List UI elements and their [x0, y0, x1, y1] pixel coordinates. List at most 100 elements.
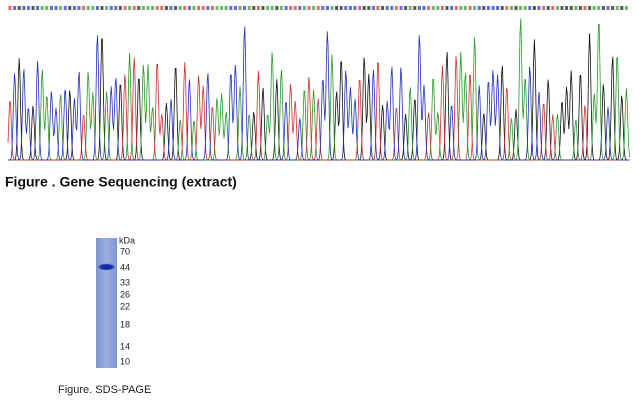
base-letter [606, 6, 610, 10]
base-letter [532, 6, 536, 10]
base-letter [187, 6, 191, 10]
base-letter [555, 6, 559, 10]
trace [8, 33, 630, 161]
base-letter [164, 6, 168, 10]
base-letter [546, 6, 550, 10]
base-letter [36, 6, 40, 10]
base-letter [293, 6, 297, 10]
base-letter [284, 6, 288, 10]
base-letter [385, 6, 389, 10]
base-letter [404, 6, 408, 10]
base-letter [537, 6, 541, 10]
base-letter [325, 6, 329, 10]
marker-labels: 70 44 33 26 22 18 14 10 [120, 246, 130, 366]
base-letter [256, 6, 260, 10]
base-letter [620, 6, 624, 10]
base-letter [330, 6, 334, 10]
base-letter [601, 6, 605, 10]
base-letter [289, 6, 293, 10]
base-letter [215, 6, 219, 10]
base-letter [486, 6, 490, 10]
base-letter [224, 6, 228, 10]
marker-label: 70 [120, 246, 130, 256]
base-letter [450, 6, 454, 10]
base-letter [514, 6, 518, 10]
base-letter [17, 6, 21, 10]
base-letter [22, 6, 26, 10]
base-letter [63, 6, 67, 10]
base-letter [394, 6, 398, 10]
base-letter [233, 6, 237, 10]
base-letter [210, 6, 214, 10]
base-letter [463, 6, 467, 10]
base-letter [261, 6, 265, 10]
base-letter [137, 6, 141, 10]
base-letter [422, 6, 426, 10]
base-letter [496, 6, 500, 10]
base-letter [358, 6, 362, 10]
base-letter [454, 6, 458, 10]
base-letter [49, 6, 53, 10]
base-letter [100, 6, 104, 10]
base-letter [229, 6, 233, 10]
base-letter [592, 6, 596, 10]
base-letter [220, 6, 224, 10]
base-letter [316, 6, 320, 10]
base-letter [118, 6, 122, 10]
base-letter [54, 6, 58, 10]
base-letter [482, 6, 486, 10]
base-letter [500, 6, 504, 10]
base-letter [376, 6, 380, 10]
base-letter [427, 6, 431, 10]
base-letter [459, 6, 463, 10]
marker-label: 33 [120, 277, 130, 287]
base-letter [183, 6, 187, 10]
base-letter [542, 6, 546, 10]
base-letter [77, 6, 81, 10]
marker-label: 44 [120, 262, 130, 272]
base-letter [123, 6, 127, 10]
base-letter [31, 6, 35, 10]
base-letter [279, 6, 283, 10]
base-letter [247, 6, 251, 10]
base-letter [569, 6, 573, 10]
base-letter [68, 6, 72, 10]
base-letter [583, 6, 587, 10]
base-letter [597, 6, 601, 10]
gel-lane [96, 238, 117, 368]
base-letter [174, 6, 178, 10]
base-letter [353, 6, 357, 10]
base-letter [13, 6, 17, 10]
base-letter [399, 6, 403, 10]
base-letter [588, 6, 592, 10]
base-letter [105, 6, 109, 10]
base-letter [371, 6, 375, 10]
marker-label: 26 [120, 289, 130, 299]
base-letter [477, 6, 481, 10]
base-letter [519, 6, 523, 10]
base-letter [578, 6, 582, 10]
base-letter [362, 6, 366, 10]
base-letter [141, 6, 145, 10]
base-letter [275, 6, 279, 10]
base-letter [528, 6, 532, 10]
base-letter [45, 6, 49, 10]
base-letter [348, 6, 352, 10]
base-letter [440, 6, 444, 10]
base-letter [270, 6, 274, 10]
chromatogram [7, 6, 630, 161]
base-letter [335, 6, 339, 10]
base-letter [509, 6, 513, 10]
base-letter [243, 6, 247, 10]
base-letter [615, 6, 619, 10]
base-letter [109, 6, 113, 10]
protein-band [97, 263, 116, 271]
base-letter [312, 6, 316, 10]
base-letter [339, 6, 343, 10]
base-letter [155, 6, 159, 10]
base-letter [192, 6, 196, 10]
base-letter [560, 6, 564, 10]
base-letter [206, 6, 210, 10]
